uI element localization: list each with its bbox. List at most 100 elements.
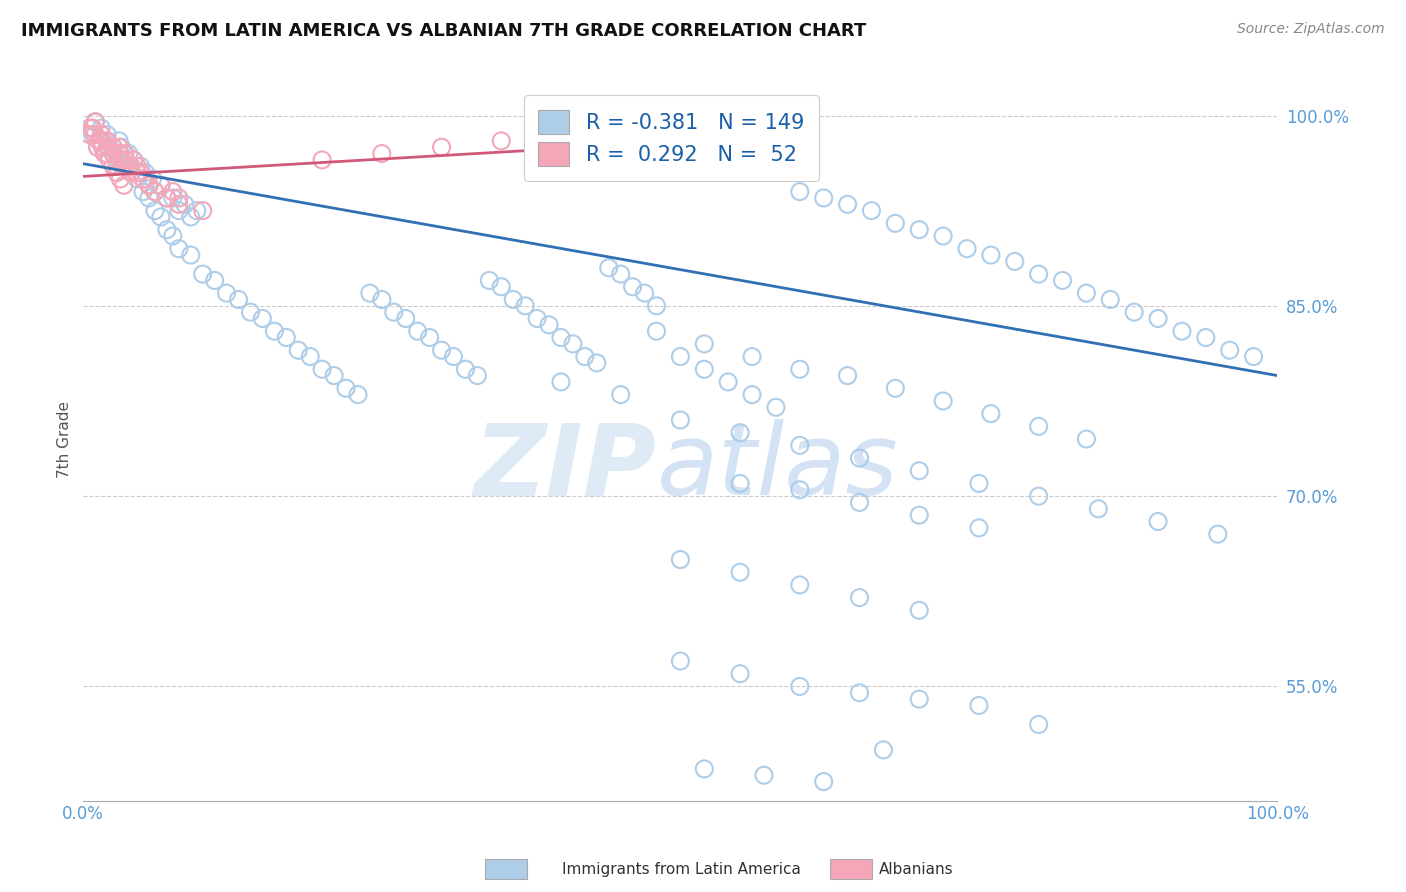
Point — [125, 159, 148, 173]
Point — [371, 146, 394, 161]
Point — [191, 267, 214, 281]
Point — [132, 172, 155, 186]
Point — [110, 140, 132, 154]
Point — [382, 305, 405, 319]
Point — [228, 293, 250, 307]
Point — [1052, 273, 1074, 287]
Point — [789, 185, 811, 199]
Point — [105, 165, 128, 179]
Point — [908, 222, 931, 236]
Point — [848, 451, 870, 466]
Point — [167, 242, 190, 256]
Point — [142, 172, 165, 186]
Point — [872, 743, 894, 757]
Point — [98, 153, 121, 167]
Point — [110, 153, 132, 167]
Point — [515, 299, 537, 313]
Point — [120, 165, 142, 179]
Point — [765, 401, 787, 415]
Point — [162, 191, 184, 205]
Point — [84, 115, 107, 129]
Point — [114, 153, 136, 167]
Point — [1147, 515, 1170, 529]
Point — [96, 140, 118, 154]
Point — [395, 311, 418, 326]
Point — [77, 121, 100, 136]
Point — [323, 368, 346, 383]
Point — [1076, 286, 1098, 301]
Point — [741, 387, 763, 401]
Point — [789, 578, 811, 592]
Point — [837, 197, 859, 211]
Point — [156, 191, 179, 205]
Point — [335, 381, 357, 395]
Point — [239, 305, 262, 319]
Point — [669, 552, 692, 566]
Point — [813, 191, 835, 205]
Point — [90, 128, 112, 142]
Point — [94, 146, 117, 161]
Point — [156, 222, 179, 236]
Point — [669, 413, 692, 427]
Point — [908, 603, 931, 617]
Point — [108, 140, 131, 154]
Point — [91, 140, 114, 154]
Point — [1219, 343, 1241, 358]
Point — [105, 153, 128, 167]
Point — [669, 350, 692, 364]
Point — [90, 121, 112, 136]
Point — [491, 280, 513, 294]
Point — [120, 165, 142, 179]
Point — [848, 686, 870, 700]
Point — [215, 286, 238, 301]
Point — [1087, 501, 1109, 516]
Point — [526, 311, 548, 326]
Point — [114, 159, 136, 173]
Point — [728, 476, 751, 491]
Point — [419, 330, 441, 344]
Point — [347, 387, 370, 401]
Point — [122, 153, 145, 167]
Point — [848, 591, 870, 605]
Point — [162, 185, 184, 199]
Text: IMMIGRANTS FROM LATIN AMERICA VS ALBANIAN 7TH GRADE CORRELATION CHART: IMMIGRANTS FROM LATIN AMERICA VS ALBANIA… — [21, 22, 866, 40]
Point — [1123, 305, 1146, 319]
Point — [101, 146, 124, 161]
Point — [454, 362, 477, 376]
Point — [1195, 330, 1218, 344]
Point — [789, 362, 811, 376]
Text: Immigrants from Latin America: Immigrants from Latin America — [562, 863, 801, 877]
Point — [180, 248, 202, 262]
Point — [908, 464, 931, 478]
Point — [430, 140, 453, 154]
Point — [980, 248, 1002, 262]
Point — [98, 140, 121, 154]
Point — [143, 203, 166, 218]
Point — [1028, 419, 1050, 434]
Point — [728, 425, 751, 440]
Point — [789, 680, 811, 694]
Point — [110, 172, 132, 186]
Point — [156, 191, 179, 205]
Text: ZIP: ZIP — [474, 419, 657, 516]
Point — [741, 350, 763, 364]
Point — [1004, 254, 1026, 268]
Point — [443, 350, 465, 364]
Point — [908, 692, 931, 706]
Point — [132, 172, 155, 186]
Point — [101, 159, 124, 173]
Legend: R = -0.381   N = 149, R =  0.292   N =  52: R = -0.381 N = 149, R = 0.292 N = 52 — [523, 95, 820, 181]
Point — [669, 654, 692, 668]
Point — [609, 387, 631, 401]
Point — [162, 229, 184, 244]
Point — [1028, 489, 1050, 503]
Point — [118, 159, 141, 173]
Point — [118, 146, 141, 161]
Text: Albanians: Albanians — [879, 863, 953, 877]
Text: atlas: atlas — [657, 419, 898, 516]
Point — [884, 216, 907, 230]
Point — [114, 153, 136, 167]
Point — [90, 134, 112, 148]
Text: Source: ZipAtlas.com: Source: ZipAtlas.com — [1237, 22, 1385, 37]
Point — [191, 203, 214, 218]
